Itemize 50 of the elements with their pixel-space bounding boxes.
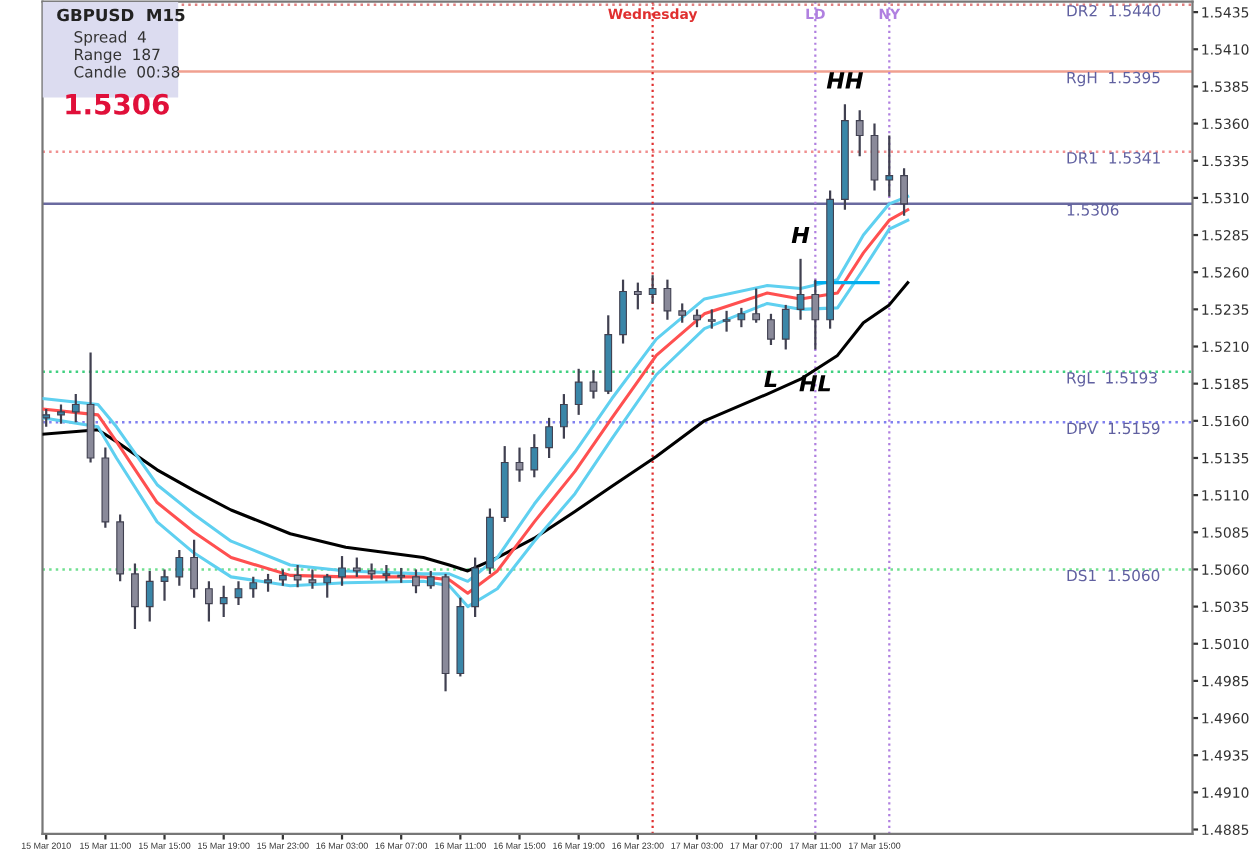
candlestick bbox=[855, 109, 864, 158]
candlestick bbox=[767, 312, 775, 347]
candlestick bbox=[559, 392, 568, 440]
candlestick bbox=[574, 367, 583, 416]
candlestick bbox=[648, 274, 657, 305]
candlestick bbox=[545, 416, 553, 460]
candlestick bbox=[900, 167, 908, 217]
annotation: HL bbox=[799, 375, 831, 392]
candlestick bbox=[338, 554, 346, 587]
candlestick bbox=[219, 584, 228, 619]
candlestick bbox=[308, 568, 317, 590]
candlestick bbox=[367, 562, 376, 581]
candlestick bbox=[633, 281, 642, 311]
candlestick bbox=[737, 306, 746, 329]
candlestick bbox=[663, 278, 672, 321]
candlestick bbox=[515, 446, 524, 483]
candlestick bbox=[885, 134, 894, 198]
annotation: 1.5306 bbox=[66, 93, 169, 115]
candlestick bbox=[145, 569, 154, 623]
candlestick bbox=[71, 392, 80, 424]
candlestick bbox=[796, 257, 805, 321]
candlestick bbox=[190, 538, 198, 599]
candlestick bbox=[678, 302, 687, 324]
candlestick bbox=[234, 580, 243, 607]
candlestick bbox=[382, 563, 391, 583]
candlestick bbox=[471, 556, 480, 619]
candlestick bbox=[752, 287, 761, 324]
candlestick bbox=[131, 562, 139, 630]
annotation: L bbox=[764, 370, 777, 387]
candlestick bbox=[175, 549, 184, 587]
candlestick bbox=[530, 433, 539, 479]
candlestick bbox=[160, 568, 169, 602]
candlestick bbox=[619, 278, 627, 345]
candlestick bbox=[293, 563, 302, 589]
annotation: HH bbox=[826, 72, 864, 89]
candlestick bbox=[722, 309, 731, 333]
candlestick bbox=[352, 556, 361, 578]
annotation: H bbox=[791, 226, 810, 244]
candlestick bbox=[781, 303, 790, 351]
line-series bbox=[42, 281, 910, 573]
chart-title: GBPUSD M15 bbox=[57, 8, 185, 22]
candlestick bbox=[707, 308, 716, 330]
candlestick bbox=[249, 575, 258, 599]
candlestick bbox=[57, 403, 65, 425]
candlestick bbox=[811, 278, 820, 351]
candlestick bbox=[412, 568, 420, 595]
candlestick bbox=[589, 369, 598, 400]
candlestick bbox=[870, 122, 879, 192]
candlestick bbox=[205, 580, 213, 623]
candlestick bbox=[323, 572, 332, 599]
